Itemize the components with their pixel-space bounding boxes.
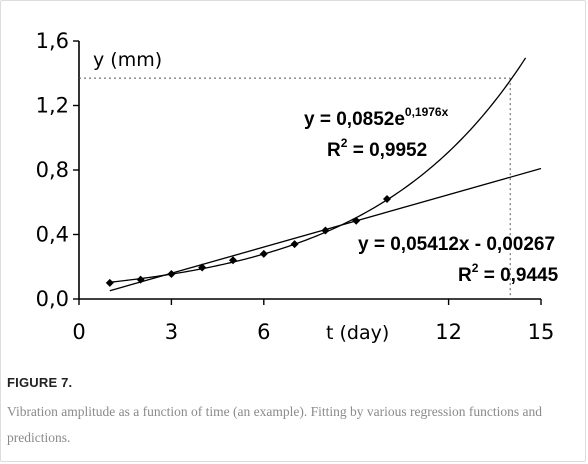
y-axis-label: y (mm) bbox=[93, 49, 162, 71]
fit-lines bbox=[109, 57, 542, 292]
prediction-guides bbox=[79, 77, 511, 299]
exp-fit-equation: y = 0,0852e0,1976x bbox=[304, 105, 449, 130]
exp-fit-exponent: 0,1976x bbox=[405, 105, 449, 119]
figure-caption: Vibration amplitude as a function of tim… bbox=[7, 404, 542, 445]
y-tick-label: 1,2 bbox=[36, 94, 69, 118]
x-tick-label: 3 bbox=[165, 320, 178, 344]
y-tick-label: 0,0 bbox=[36, 287, 69, 311]
x-tick-label: 15 bbox=[528, 320, 555, 344]
exponential-fit-curve bbox=[109, 57, 527, 283]
y-tick-label: 0,4 bbox=[36, 223, 69, 247]
y-tick-label: 1,6 bbox=[36, 29, 69, 53]
data-point bbox=[229, 256, 237, 265]
data-point bbox=[321, 226, 330, 235]
linear-fit-r2: R2 = 0,9445 bbox=[458, 261, 559, 286]
x-tick-label: 0 bbox=[72, 320, 85, 344]
data-point bbox=[105, 278, 114, 287]
exp-fit-r2: R2 = 0,9952 bbox=[327, 136, 427, 161]
figure-label: FIGURE 7. bbox=[7, 375, 73, 390]
data-point bbox=[167, 270, 176, 279]
x-tick-label: 6 bbox=[257, 320, 270, 344]
x-axis-label: t (day) bbox=[326, 322, 389, 344]
data-point bbox=[198, 263, 207, 272]
tick-labels: 0,0 0,4 0,8 1,2 1,6 0 3 6 12 15 bbox=[36, 29, 555, 344]
data-point bbox=[383, 195, 391, 204]
data-point bbox=[136, 275, 145, 284]
data-points bbox=[105, 195, 391, 287]
axes bbox=[73, 40, 542, 305]
data-point bbox=[259, 249, 268, 258]
data-point bbox=[352, 216, 361, 225]
y-tick-label: 0,8 bbox=[36, 158, 69, 182]
chart: 0,0 0,4 0,8 1,2 1,6 0 3 6 12 15 y (mm) t (day) y … bbox=[36, 29, 559, 344]
data-point bbox=[290, 240, 299, 249]
x-tick-label: 12 bbox=[435, 320, 462, 344]
linear-fit-equation: y = 0,05412x - 0,00267 bbox=[358, 234, 555, 255]
